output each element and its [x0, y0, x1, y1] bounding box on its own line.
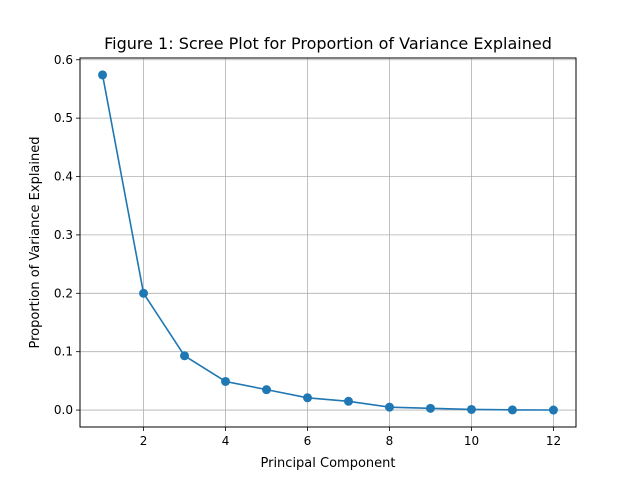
y-tick-label: 0.0: [54, 403, 73, 417]
data-point: [221, 376, 231, 386]
data-point: [262, 385, 272, 395]
data-point: [343, 396, 353, 406]
plot-frame: [79, 57, 577, 428]
chart-title: Figure 1: Scree Plot for Proportion of V…: [104, 34, 552, 53]
y-tick-label: 0.3: [54, 228, 73, 242]
y-tick-label: 0.5: [54, 111, 73, 125]
data-point: [425, 403, 435, 413]
x-tick-label: 6: [304, 434, 312, 448]
x-tick-label: 12: [546, 434, 561, 448]
series-layer: [98, 70, 558, 415]
y-axis-label: Proportion of Variance Explained: [28, 137, 43, 349]
data-point: [98, 70, 108, 80]
x-tick-label: 10: [464, 434, 479, 448]
data-point: [466, 404, 476, 414]
axis-ticks: 2 4 6 8 10 12 0.0 0.1 0.2 0.3 0.4 0.5 0.6: [54, 53, 561, 448]
data-point: [180, 351, 190, 361]
x-tick-label: 8: [386, 434, 394, 448]
data-point: [548, 405, 558, 415]
y-tick-label: 0.1: [54, 345, 73, 359]
data-point: [303, 393, 313, 403]
grid-lines: [80, 58, 576, 427]
y-tick-label: 0.4: [54, 170, 73, 184]
y-tick-label: 0.6: [54, 53, 73, 67]
data-point: [384, 402, 394, 412]
data-point: [507, 405, 517, 415]
x-axis-label: Principal Component: [260, 456, 395, 471]
series-line: [101, 74, 554, 411]
x-tick-label: 2: [140, 434, 148, 448]
y-tick-label: 0.2: [54, 286, 73, 300]
x-tick-label: 4: [222, 434, 230, 448]
data-point: [139, 288, 149, 298]
